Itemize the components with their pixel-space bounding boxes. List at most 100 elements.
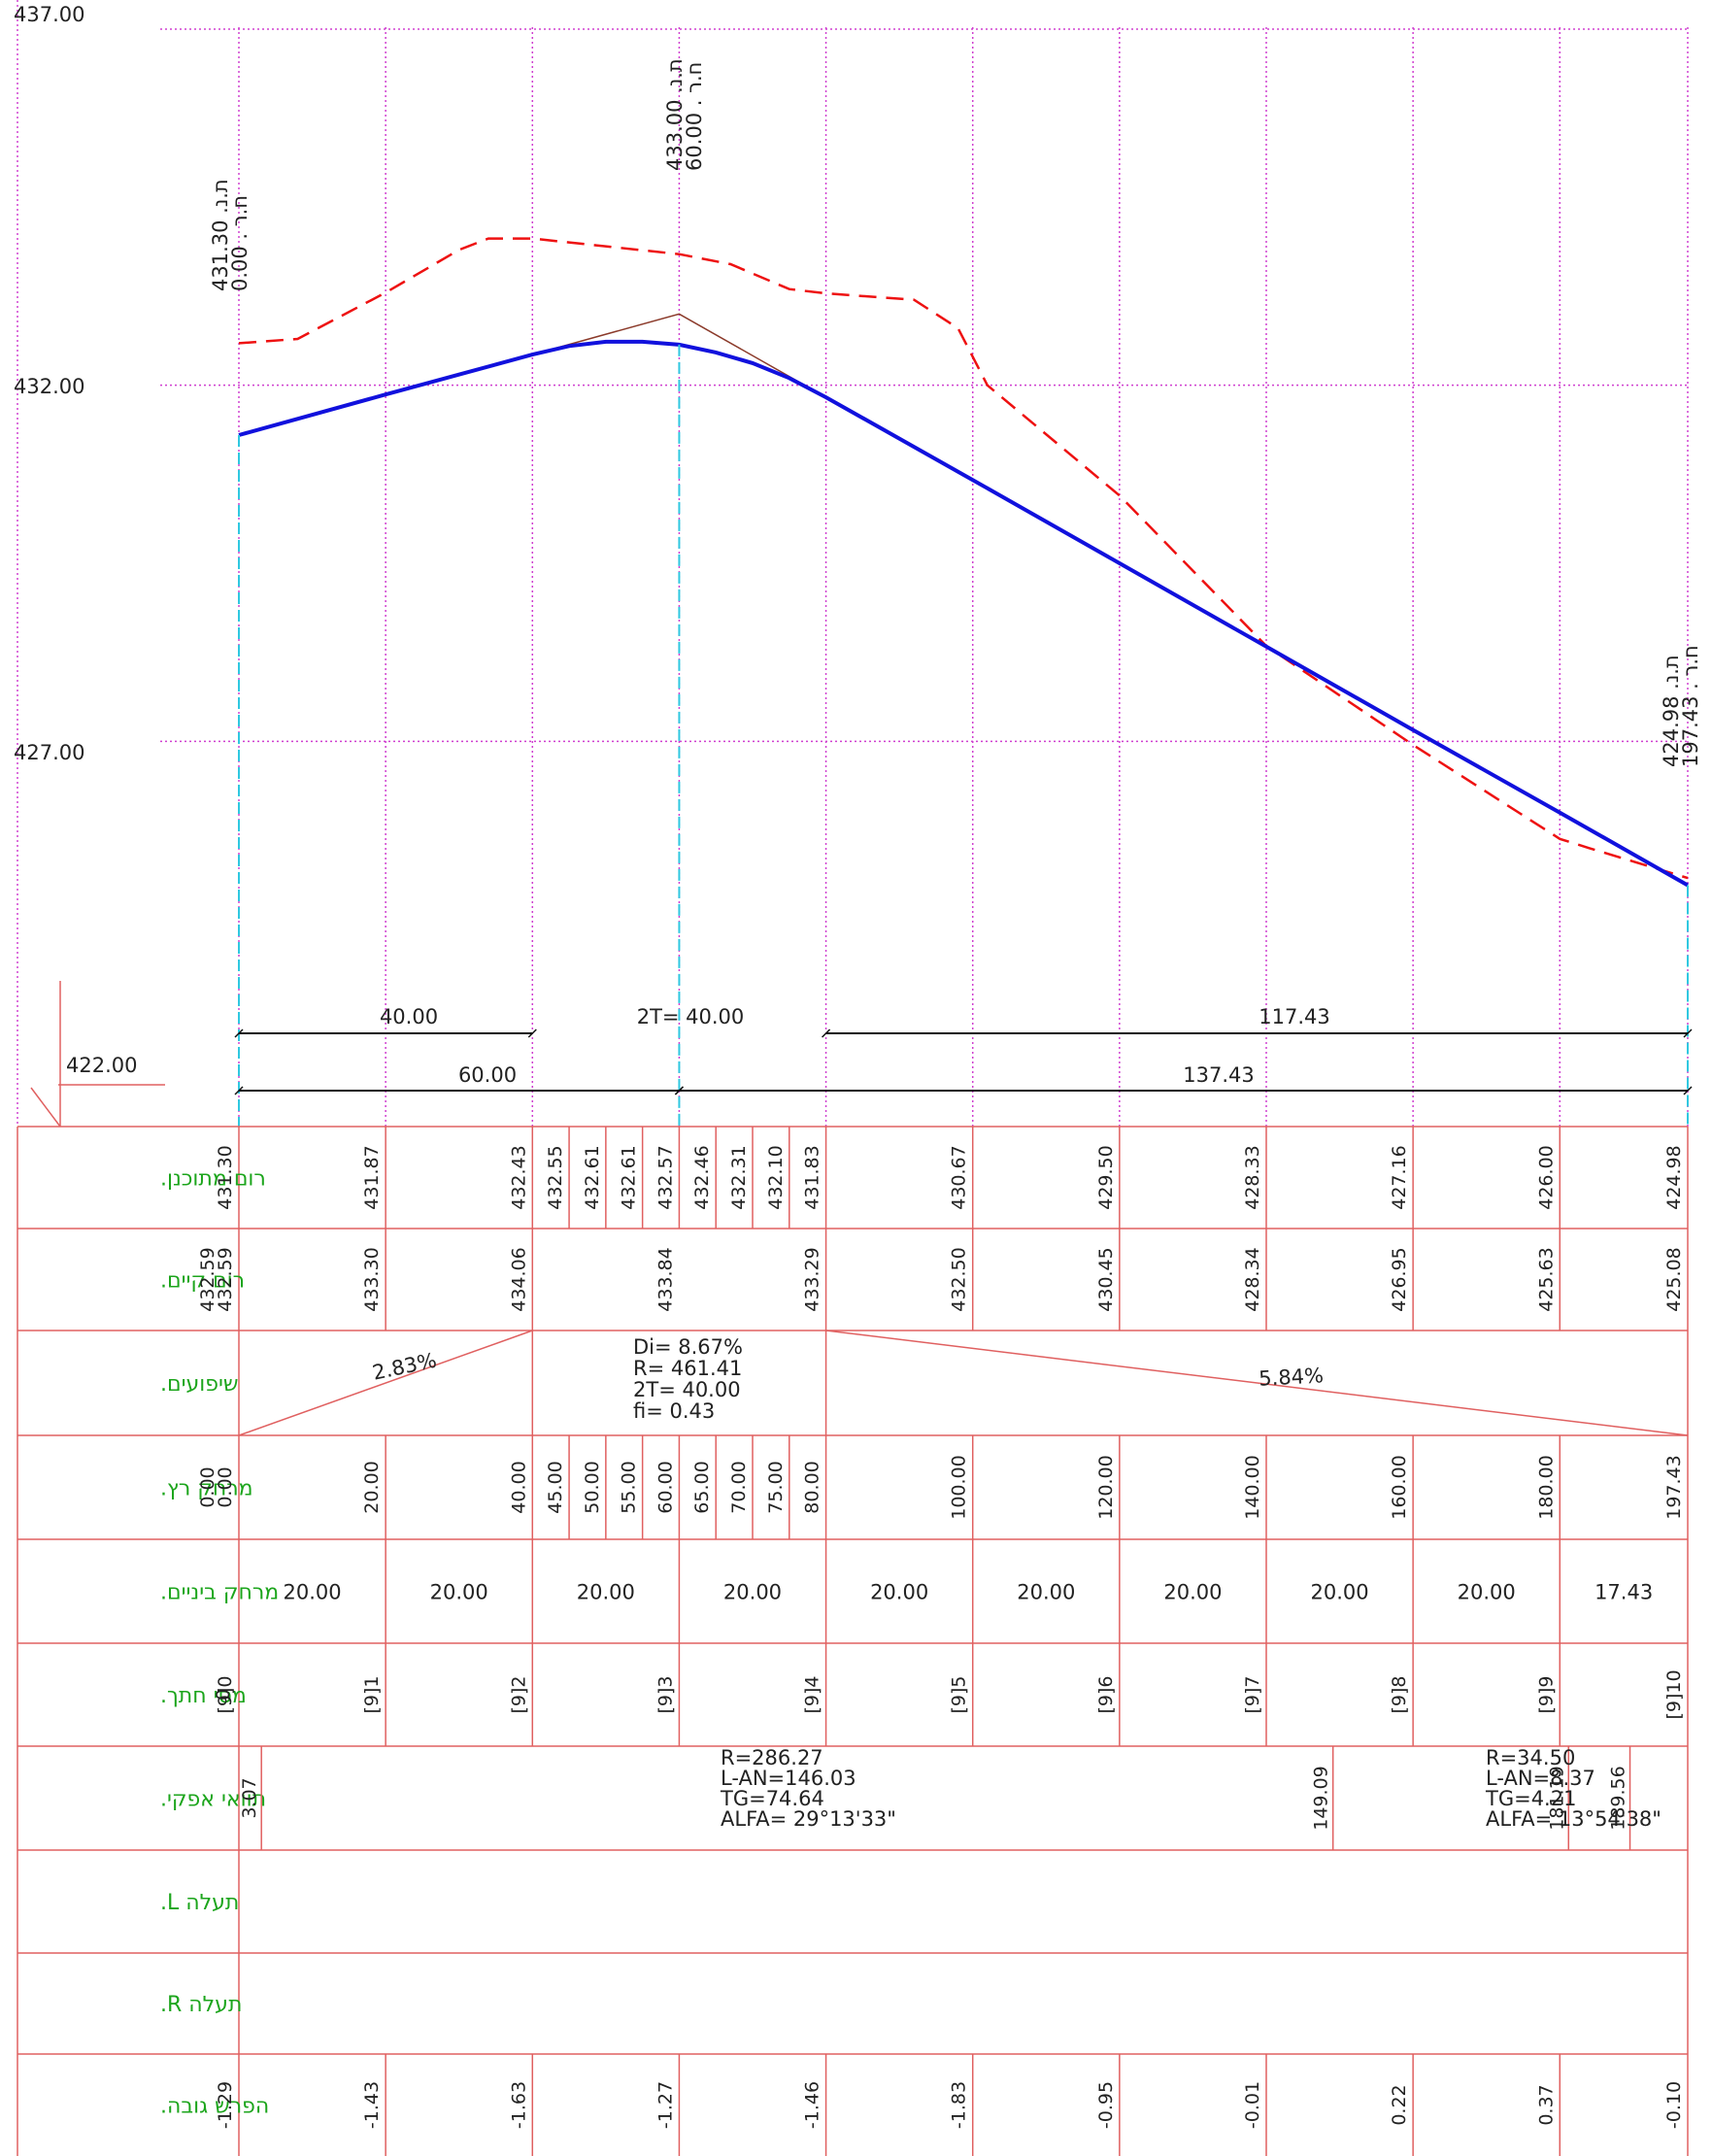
design-elevation-value: 432.57 <box>655 1145 676 1209</box>
dimension-tick <box>1683 1028 1693 1038</box>
marker-elevation-label: 433.00 .ת.נ <box>663 58 687 171</box>
horizontal-curve-parameter: TG=74.64 <box>720 1787 824 1810</box>
table-row-label: רום מתוכנן. <box>160 1167 266 1192</box>
height-difference-value: -0.10 <box>1663 2081 1685 2129</box>
alignment-station: 189.56 <box>1608 1766 1629 1830</box>
table-row-label: מרחק רץ. <box>160 1477 253 1501</box>
design-elevation-value: 430.67 <box>949 1145 970 1209</box>
design-elevation-value: 427.16 <box>1389 1145 1410 1209</box>
running-distance-value: 40.00 <box>508 1461 529 1513</box>
elevation-axis: 437.00 432.00 427.00 422.00 <box>14 3 165 1128</box>
slope-indicator-down <box>825 1330 1689 1436</box>
running-distance-value: 140.00 <box>1242 1455 1263 1519</box>
section-number: [9]6 <box>1095 1675 1117 1713</box>
intermediate-distance-value: 20.00 <box>1458 1581 1516 1604</box>
section-number: [9]1 <box>361 1675 383 1713</box>
table-row-label: מסי חתך. <box>160 1684 247 1708</box>
design-elevation-value: 432.61 <box>582 1145 603 1209</box>
intermediate-distance-value: 20.00 <box>1163 1581 1222 1604</box>
design-elevation-value: 431.87 <box>361 1145 383 1209</box>
dimension-tick <box>527 1028 537 1038</box>
section-number: [9]2 <box>508 1675 529 1713</box>
design-elevation-value: 432.10 <box>765 1145 787 1209</box>
dimension-label: 2T= 40.00 <box>637 1005 745 1028</box>
section-number: [9]7 <box>1242 1675 1263 1713</box>
running-distance-value: 80.00 <box>802 1461 823 1513</box>
height-difference-value: -0.01 <box>1242 2081 1263 2129</box>
running-distance-value: 0.00 <box>197 1466 218 1507</box>
running-distance-value: 120.00 <box>1095 1455 1117 1519</box>
intermediate-distance-value: 20.00 <box>284 1581 342 1604</box>
height-difference-value: 0.22 <box>1389 2084 1410 2125</box>
section-number: [9]5 <box>949 1675 970 1713</box>
existing-elevation-value: 432.59 <box>215 1247 236 1311</box>
running-distance-value: 20.00 <box>361 1461 383 1513</box>
dimension-tick <box>1683 1086 1693 1095</box>
vertical-curve-parameter: 2T= 40.00 <box>633 1378 741 1401</box>
alignment-station: 149.09 <box>1311 1766 1332 1830</box>
table-row-label: הפרש גובה. <box>160 2095 269 2119</box>
table-row-label: תעלה R. <box>160 1993 242 2017</box>
table-row-label: מרחק ביניים. <box>160 1581 279 1605</box>
existing-elevation-value: 433.84 <box>655 1247 676 1311</box>
vertical-curve-parameter: Di= 8.67% <box>633 1335 743 1359</box>
horizontal-curve-parameter: L-AN=8.37 <box>1486 1767 1595 1790</box>
table-row-label: תעלה L. <box>160 1891 239 1915</box>
dimension-tick <box>822 1028 831 1038</box>
height-difference-value: -1.83 <box>949 2081 970 2129</box>
intermediate-distance-value: 17.43 <box>1595 1581 1653 1604</box>
horizontal-curve-parameter: ALFA= 13°54'38" <box>1486 1807 1662 1831</box>
height-difference-value: -1.27 <box>655 2081 676 2129</box>
existing-elevation-value: 426.95 <box>1389 1247 1410 1311</box>
design-elevation-value: 432.46 <box>691 1145 713 1209</box>
dimension-lines: 40.00 2T= 40.00 117.43 60.00 137.43 <box>234 1005 1693 1095</box>
height-difference-value: -1.43 <box>361 2081 383 2129</box>
dimension-label: 137.43 <box>1183 1063 1254 1087</box>
profile-grid <box>17 0 1689 1127</box>
running-distance-value: 75.00 <box>765 1461 787 1513</box>
section-number: 0 <box>213 1689 234 1701</box>
running-distance-value: 0.00 <box>215 1466 236 1507</box>
horizontal-curve-parameter: R=34.50 <box>1486 1746 1575 1769</box>
design-elevation-value: 432.31 <box>728 1145 750 1209</box>
running-distance-value: 70.00 <box>728 1461 750 1513</box>
marker-station-label: 197.43 . ח.ר <box>1679 645 1702 767</box>
running-distance-value: 45.00 <box>545 1461 566 1513</box>
datum-diagonal <box>30 1087 61 1128</box>
design-elevation-value: 429.50 <box>1095 1145 1117 1209</box>
running-distance-value: 180.00 <box>1535 1455 1557 1519</box>
existing-elevation-value: 434.06 <box>508 1247 529 1311</box>
section-number: [9]3 <box>655 1675 676 1713</box>
data-table: רום מתוכנן. רום קיים. שיפועים. מרחק רץ. מרחק… <box>17 1126 1689 2156</box>
section-number: [9]8 <box>1389 1675 1410 1713</box>
height-difference-value: -1.46 <box>802 2081 823 2129</box>
design-elevation-value: 432.43 <box>508 1145 529 1209</box>
horizontal-curve-parameter: ALFA= 29°13'33" <box>721 1807 896 1831</box>
table-row-label: תוואי אפקי. <box>160 1788 266 1812</box>
design-elevation-value: 428.33 <box>1242 1145 1263 1209</box>
design-elevation-value: 432.55 <box>545 1145 566 1209</box>
design-grade-line <box>238 339 1689 888</box>
running-distance-value: 65.00 <box>691 1461 713 1513</box>
design-elevation-value: 424.98 <box>1663 1145 1685 1209</box>
slope-right-label: 5.84% <box>1259 1364 1325 1390</box>
intermediate-distance-value: 20.00 <box>723 1581 782 1604</box>
vertical-curve-parameter: fi= 0.43 <box>633 1399 715 1423</box>
profile-markers: 431.30 .ת.נ0.00 . ח.ר 433.00 .ת.נ60.00 . … <box>209 58 1702 1127</box>
existing-elevation-value: 425.63 <box>1535 1247 1557 1311</box>
section-number: [9]0 <box>215 1675 236 1713</box>
height-difference-value: -1.63 <box>508 2081 529 2129</box>
dimension-tick <box>234 1086 244 1095</box>
height-difference-value: 0.37 <box>1535 2084 1557 2125</box>
elevation-label: 432.00 <box>14 375 84 398</box>
marker-station-label: 60.00 . ח.ר <box>683 62 706 171</box>
dimension-label: 117.43 <box>1259 1005 1329 1028</box>
table-row-label: רום קיים. <box>160 1269 245 1294</box>
slope-indicator-up <box>238 1330 533 1436</box>
height-difference-value: -0.95 <box>1095 2081 1117 2129</box>
section-number: [9]9 <box>1535 1675 1557 1713</box>
existing-elevation-value: 433.29 <box>802 1247 823 1311</box>
existing-elevation-value: 430.45 <box>1095 1247 1117 1311</box>
running-distance-value: 60.00 <box>655 1461 676 1513</box>
